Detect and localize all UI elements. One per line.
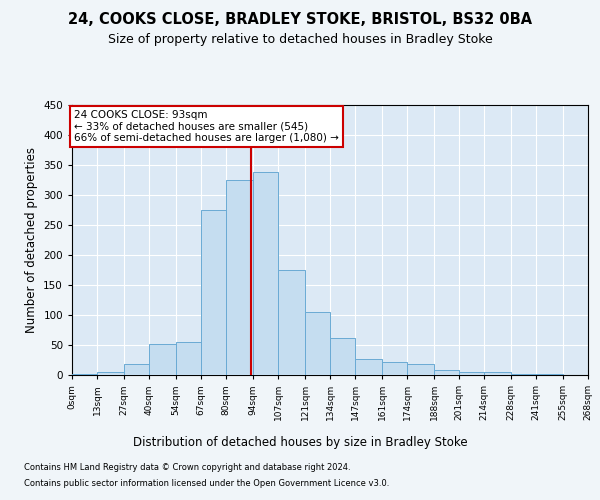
Bar <box>176 342 201 375</box>
Bar <box>511 374 536 375</box>
Bar <box>434 370 459 375</box>
Text: Contains HM Land Registry data © Crown copyright and database right 2024.: Contains HM Land Registry data © Crown c… <box>24 464 350 472</box>
Bar <box>278 270 305 375</box>
Bar <box>253 172 278 375</box>
Bar <box>407 364 434 375</box>
Text: 24 COOKS CLOSE: 93sqm
← 33% of detached houses are smaller (545)
66% of semi-det: 24 COOKS CLOSE: 93sqm ← 33% of detached … <box>74 110 339 143</box>
Bar <box>149 344 176 375</box>
Bar <box>484 372 511 375</box>
Text: Contains public sector information licensed under the Open Government Licence v3: Contains public sector information licen… <box>24 478 389 488</box>
Bar <box>226 180 253 375</box>
Bar <box>72 374 97 375</box>
Bar <box>382 362 407 375</box>
Bar <box>536 374 563 375</box>
Y-axis label: Number of detached properties: Number of detached properties <box>25 147 38 333</box>
Bar <box>124 364 149 375</box>
Bar <box>330 338 355 375</box>
Bar <box>97 372 124 375</box>
Text: Distribution of detached houses by size in Bradley Stoke: Distribution of detached houses by size … <box>133 436 467 449</box>
Bar <box>305 312 330 375</box>
Text: 24, COOKS CLOSE, BRADLEY STOKE, BRISTOL, BS32 0BA: 24, COOKS CLOSE, BRADLEY STOKE, BRISTOL,… <box>68 12 532 28</box>
Bar <box>201 210 226 375</box>
Text: Size of property relative to detached houses in Bradley Stoke: Size of property relative to detached ho… <box>107 32 493 46</box>
Bar <box>459 372 484 375</box>
Bar <box>355 360 382 375</box>
